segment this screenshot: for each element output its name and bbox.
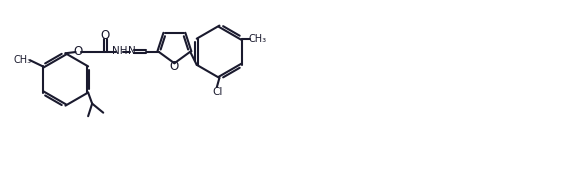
Text: O: O: [74, 45, 83, 58]
Text: O: O: [169, 60, 178, 73]
Text: N: N: [128, 46, 136, 56]
Text: Cl: Cl: [212, 86, 222, 97]
Text: CH₃: CH₃: [13, 55, 32, 65]
Text: O: O: [101, 29, 110, 42]
Text: NH: NH: [112, 46, 127, 56]
Text: CH₃: CH₃: [248, 34, 267, 44]
